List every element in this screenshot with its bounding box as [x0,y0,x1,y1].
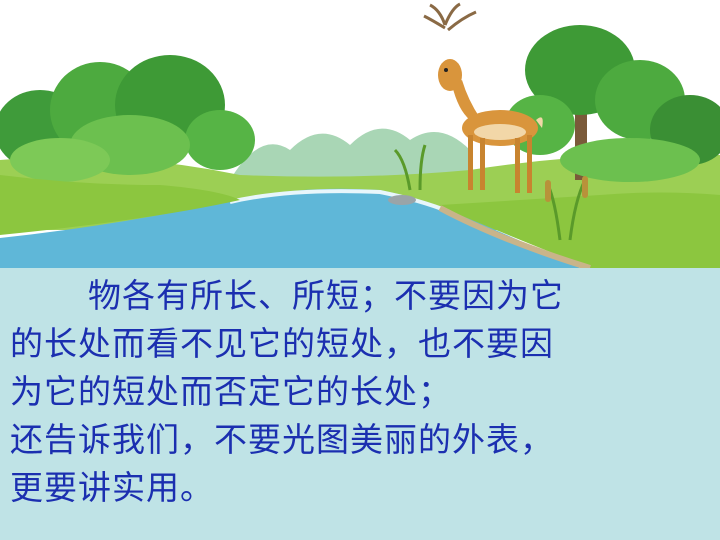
text-line-2: 的长处而看不见它的短处，也不要因 [10,324,554,363]
illustration-deer-by-river [0,0,720,268]
river-rock [388,195,416,205]
text-line-4: 还告诉我们，不要光图美丽的外表， [10,420,554,459]
deer [423,2,543,193]
river-shore-foam [229,189,451,214]
near-bank-left [0,175,240,235]
text-line-5: 更要讲实用。 [10,468,214,507]
near-bank-edge [438,205,591,268]
text-line-1: 物各有所长、所短；不要因为它 [88,276,564,315]
text-panel: 物各有所长、所短；不要因为它 的长处而看不见它的短处，也不要因 为它的短处而否定… [0,268,720,540]
near-bank-right [440,192,720,268]
left-trees [0,55,255,182]
text-line-3: 为它的短处而否定它的长处； [10,372,452,411]
